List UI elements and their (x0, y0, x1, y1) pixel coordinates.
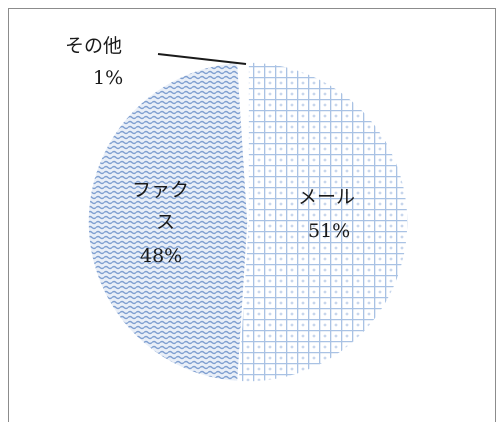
slice-label-mail: メール (298, 186, 355, 208)
slice-pct-mail: 51% (308, 220, 350, 242)
slice-pct-other: 1% (93, 67, 123, 89)
slice-label-fax-line2: ス (156, 211, 175, 233)
pie-slice-fax (87, 61, 249, 383)
slice-label-fax-line1: ファク (132, 179, 189, 201)
pie-slice-mail (237, 61, 409, 383)
slice-label-other: その他 (65, 35, 122, 57)
chart-frame (8, 8, 496, 422)
slice-pct-fax: 48% (140, 245, 182, 267)
leader-line-other (157, 53, 247, 65)
